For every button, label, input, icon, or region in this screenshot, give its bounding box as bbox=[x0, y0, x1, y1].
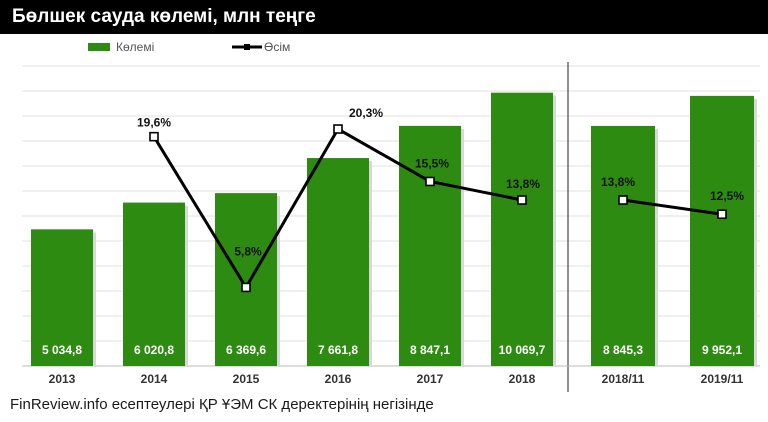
growth-marker bbox=[149, 131, 159, 142]
bar-value-label: 10 069,7 bbox=[499, 343, 546, 357]
growth-marker bbox=[618, 195, 628, 205]
category-label: 2018/11 bbox=[602, 372, 645, 386]
category-label: 2014 bbox=[141, 372, 168, 386]
growth-marker bbox=[717, 209, 727, 220]
bar bbox=[690, 95, 754, 366]
growth-value-label: 13,8% bbox=[601, 175, 635, 189]
bar bbox=[591, 125, 655, 366]
legend: Көлемі Өсім bbox=[88, 40, 290, 54]
category-label: 2017 bbox=[417, 372, 444, 386]
legend-label-growth: Өсім bbox=[264, 40, 290, 54]
growth-marker bbox=[333, 124, 343, 134]
category-label: 2019/11 bbox=[701, 372, 744, 386]
source-note: FinReview.info есептеулері ҚР ҰЭМ СК дер… bbox=[10, 396, 434, 413]
growth-marker bbox=[425, 176, 435, 187]
growth-lines bbox=[149, 124, 727, 293]
legend-marker-growth bbox=[244, 44, 250, 50]
category-label: 2013 bbox=[49, 372, 76, 386]
growth-marker bbox=[241, 282, 251, 293]
category-label: 2016 bbox=[325, 372, 352, 386]
bar-value-label: 6 020,8 bbox=[134, 343, 174, 357]
growth-line bbox=[622, 198, 723, 216]
labels: 5 034,8 2013 6 020,8 2014 6 369,6 2015 7 661,8… bbox=[42, 106, 744, 386]
growth-marker bbox=[517, 195, 527, 205]
bars bbox=[31, 92, 757, 367]
legend-label-volume: Көлемі bbox=[116, 40, 154, 54]
bar-value-label: 5 034,8 bbox=[42, 343, 82, 357]
category-label: 2018 bbox=[509, 372, 536, 386]
bar bbox=[31, 229, 93, 366]
bar bbox=[307, 158, 369, 366]
retail-volume-chart: Көлемі Өсім 5 034,8 2013 6 020,8 2014 6 369,6… bbox=[22, 40, 760, 392]
growth-value-label: 13,8% bbox=[506, 177, 540, 191]
bar-value-label: 9 952,1 bbox=[702, 343, 742, 357]
bar bbox=[123, 202, 185, 366]
growth-value-label: 20,3% bbox=[349, 106, 383, 120]
bar-value-label: 8 845,3 bbox=[603, 343, 643, 357]
title-bar: Бөлшек сауда көлемі, млн теңге bbox=[0, 0, 768, 34]
bar-value-label: 6 369,6 bbox=[226, 343, 266, 357]
legend-swatch-volume bbox=[88, 43, 110, 51]
bar bbox=[491, 92, 553, 367]
bar bbox=[399, 125, 461, 366]
growth-value-label: 15,5% bbox=[415, 156, 449, 170]
bar bbox=[215, 193, 277, 366]
growth-value-label: 5,8% bbox=[234, 244, 262, 258]
bar-value-label: 7 661,8 bbox=[318, 343, 358, 357]
growth-value-label: 12,5% bbox=[710, 189, 744, 203]
growth-value-label: 19,6% bbox=[137, 116, 171, 130]
bar-value-label: 8 847,1 bbox=[410, 343, 450, 357]
chart-title: Бөлшек сауда көлемі, млн теңге bbox=[12, 6, 316, 27]
category-label: 2015 bbox=[233, 372, 260, 386]
